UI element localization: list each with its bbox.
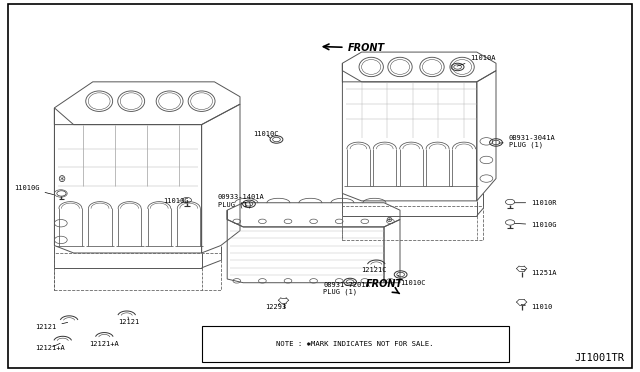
Text: 11251A: 11251A [521, 269, 557, 276]
Bar [54, 253, 221, 290]
Text: 11010G: 11010G [14, 185, 54, 195]
Text: 12121+A: 12121+A [35, 343, 65, 351]
Text: 08931-7201A
PLUG (1): 08931-7201A PLUG (1) [323, 282, 370, 295]
Text: 12121: 12121 [35, 323, 68, 330]
Text: 00933-1401A
PLUG (1): 00933-1401A PLUG (1) [218, 194, 264, 208]
Bar [342, 206, 483, 240]
Text: ⊛: ⊛ [57, 174, 65, 183]
Text: 12293: 12293 [266, 303, 287, 310]
Text: 11010G: 11010G [163, 198, 189, 204]
Text: 12121: 12121 [118, 317, 140, 325]
Text: ⊛: ⊛ [386, 215, 392, 224]
Text: 0B931-3041A
PLUG (1): 0B931-3041A PLUG (1) [499, 135, 556, 148]
Text: NOTE : ✱MARK INDICATES NOT FOR SALE.: NOTE : ✱MARK INDICATES NOT FOR SALE. [276, 341, 434, 347]
Text: 11010C: 11010C [398, 275, 426, 286]
Text: 12121C: 12121C [362, 266, 387, 273]
Text: JI1001TR: JI1001TR [574, 353, 624, 363]
Text: 11010R: 11010R [515, 200, 557, 206]
Text: 11010: 11010 [521, 304, 552, 310]
Text: 11010A: 11010A [457, 55, 496, 66]
Text: 11010C: 11010C [253, 131, 278, 138]
Text: 11010G: 11010G [515, 222, 557, 228]
Bar [202, 326, 509, 362]
Text: 12121+A: 12121+A [90, 341, 119, 347]
Text: FRONT: FRONT [366, 279, 403, 294]
Text: FRONT: FRONT [323, 43, 385, 53]
